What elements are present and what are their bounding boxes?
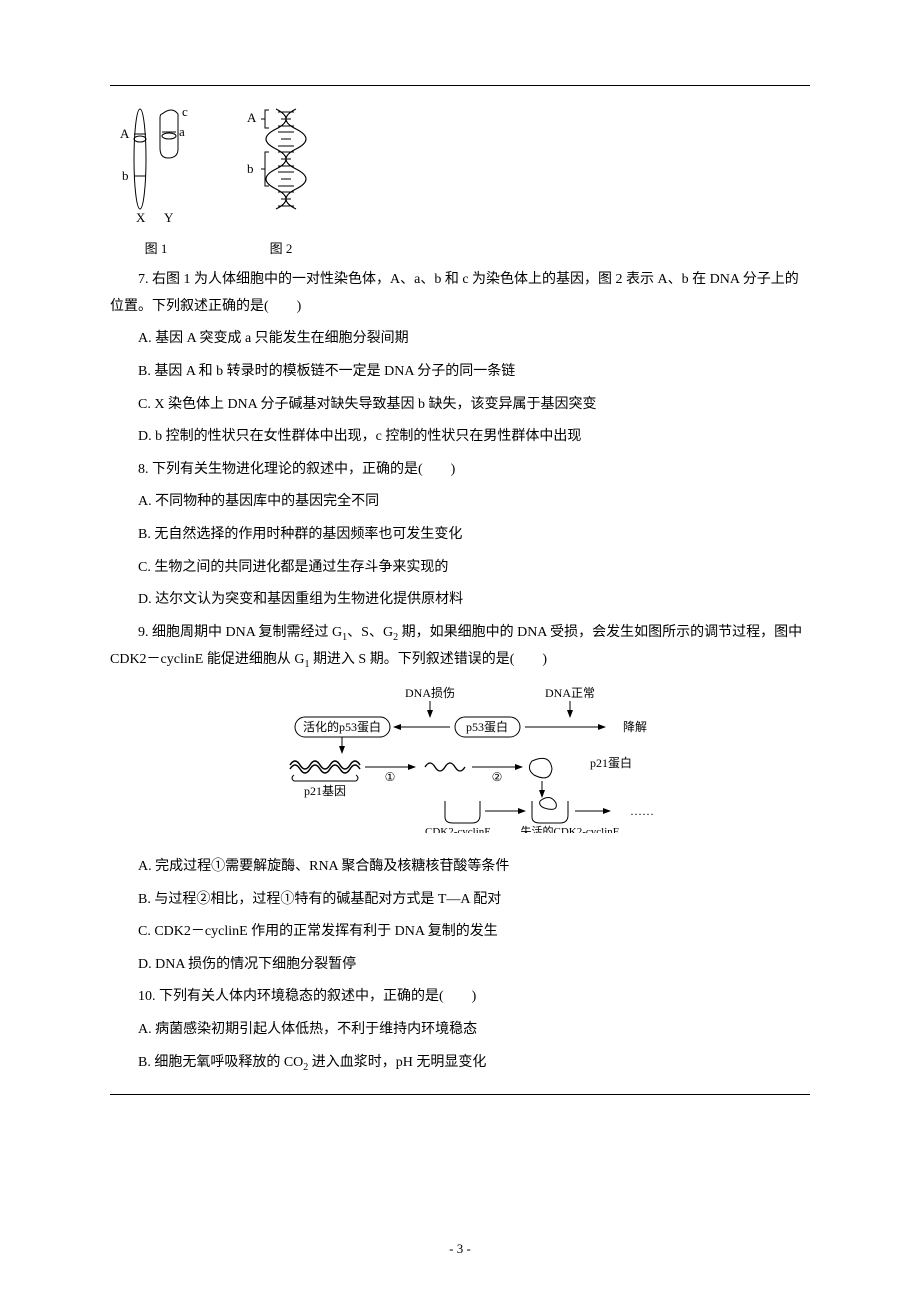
fig2-caption: 图 2 — [241, 237, 321, 262]
q8-optA: A. 不同物种的基因库中的基因完全不同 — [110, 489, 810, 516]
fig1-caption: 图 1 — [116, 237, 196, 262]
q9fig-dots: …… — [630, 804, 654, 818]
page-number: - 3 - — [0, 1237, 920, 1262]
q10-B-p1: B. 细胞无氧呼吸释放的 CO — [138, 1055, 303, 1070]
q9fig-dna-normal: DNA正常 — [545, 686, 595, 700]
q7-stem: 7. 右图 1 为人体细胞中的一对性染色体，A、a、b 和 c 为染色体上的基因… — [110, 267, 810, 320]
figure-row: A a c b X Y 图 1 — [116, 104, 810, 261]
q7-optD: D. b 控制的性状只在女性群体中出现，c 控制的性状只在男性群体中出现 — [110, 424, 810, 451]
q9-svg: DNA损伤 DNA正常 活化的p53蛋白 p53蛋白 降解 p21基因 ① ② — [250, 683, 670, 833]
q9-optB: B. 与过程②相比，过程①特有的碱基配对方式是 T—A 配对 — [110, 887, 810, 914]
fig1-label-A: A — [120, 126, 130, 141]
q9fig-p53: p53蛋白 — [466, 719, 508, 734]
fig1-label-Y: Y — [164, 210, 174, 224]
fig1-svg: A a c b X Y — [116, 104, 196, 224]
q9fig-inactive: 失活的CDK2-cyclinE — [521, 824, 620, 833]
q8-optB: B. 无自然选择的作用时种群的基因频率也可发生变化 — [110, 522, 810, 549]
fig1-label-b: b — [122, 168, 129, 183]
q9-stem-p4: 期进入 S 期。下列叙述错误的是( ) — [309, 652, 547, 667]
q7-optB: B. 基因 A 和 b 转录时的模板链不一定是 DNA 分子的同一条链 — [110, 359, 810, 386]
fig2-label-A: A — [247, 110, 257, 125]
fig2-label-b: b — [247, 161, 254, 176]
q9fig-p21protein: p21蛋白 — [590, 755, 632, 770]
q9-optC: C. CDK2－cyclinE 作用的正常发挥有利于 DNA 复制的发生 — [110, 919, 810, 946]
q9fig-circ1: ① — [385, 770, 396, 784]
q8-optC: C. 生物之间的共同进化都是通过生存斗争来实现的 — [110, 555, 810, 582]
fig1-label-c: c — [182, 104, 188, 119]
q7-optC: C. X 染色体上 DNA 分子碱基对缺失导致基因 b 缺失，该变异属于基因突变 — [110, 392, 810, 419]
q9-optD: D. DNA 损伤的情况下细胞分裂暂停 — [110, 952, 810, 979]
q9fig-p21gene: p21基因 — [304, 784, 346, 798]
figure-2: A b 图 2 — [241, 104, 321, 261]
bottom-rule — [110, 1094, 810, 1095]
q9fig-cdk2: CDK2-cyclinE — [425, 826, 491, 833]
q9-figure: DNA损伤 DNA正常 活化的p53蛋白 p53蛋白 降解 p21基因 ① ② — [110, 683, 810, 844]
page: A a c b X Y 图 1 — [0, 0, 920, 1302]
q10-optB: B. 细胞无氧呼吸释放的 CO2 进入血浆时，pH 无明显变化 — [110, 1050, 810, 1077]
q9fig-degrade: 降解 — [623, 720, 647, 734]
fig2-svg: A b — [241, 104, 321, 224]
q7-optA: A. 基因 A 突变成 a 只能发生在细胞分裂间期 — [110, 326, 810, 353]
q10-stem: 10. 下列有关人体内环境稳态的叙述中，正确的是( ) — [110, 984, 810, 1011]
top-rule — [110, 85, 810, 86]
q9-stem-p1: 9. 细胞周期中 DNA 复制需经过 G — [138, 625, 342, 640]
fig1-label-a: a — [179, 124, 185, 139]
q8-stem: 8. 下列有关生物进化理论的叙述中，正确的是( ) — [110, 457, 810, 484]
fig1-label-X: X — [136, 210, 146, 224]
q9-stem-p2: 、S、G — [347, 625, 393, 640]
q10-optA: A. 病菌感染初期引起人体低热，不利于维持内环境稳态 — [110, 1017, 810, 1044]
figure-1: A a c b X Y 图 1 — [116, 104, 196, 261]
q8-optD: D. 达尔文认为突变和基因重组为生物进化提供原材料 — [110, 587, 810, 614]
q9fig-dna-damage: DNA损伤 — [405, 686, 455, 700]
q9-optA: A. 完成过程①需要解旋酶、RNA 聚合酶及核糖核苷酸等条件 — [110, 854, 810, 881]
q9fig-active-p53: 活化的p53蛋白 — [303, 719, 381, 734]
q10-B-p2: 进入血浆时，pH 无明显变化 — [308, 1055, 486, 1070]
q9-stem: 9. 细胞周期中 DNA 复制需经过 G1、S、G2 期，如果细胞中的 DNA … — [110, 620, 810, 674]
q9fig-circ2: ② — [492, 770, 503, 784]
